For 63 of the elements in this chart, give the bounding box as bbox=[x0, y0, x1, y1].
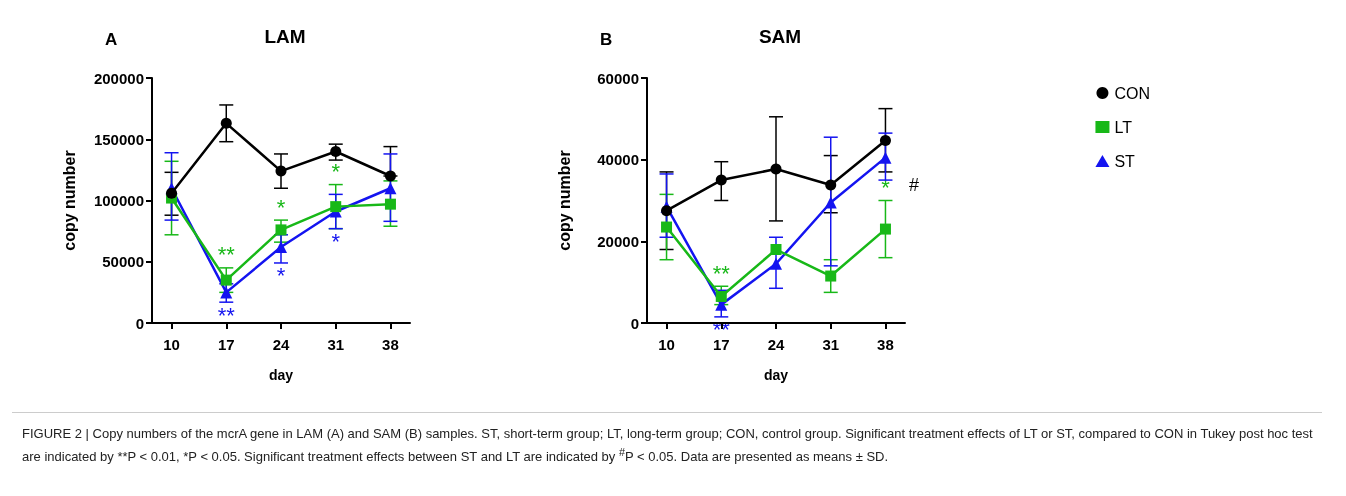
x-tick-label: 24 bbox=[767, 336, 785, 353]
y-tick-label: 200000 bbox=[93, 69, 144, 87]
point bbox=[275, 165, 287, 177]
point bbox=[825, 179, 837, 191]
x-tick-label: 10 bbox=[658, 336, 675, 353]
x-axis-title: day bbox=[268, 367, 294, 383]
caption: FIGURE 2 | Copy numbers of the mcrA gene in LAM (A) and SAM (B) samples. ST, short-term group; LT, long-term group; CON, control group. Significant treatment effects of LT or ST, compared to CON in Tukey post hoc test are indicated by **P < 0.01, *P < 0.05. Significant treatment effects between ST and LT are indicated by $^{#}$P < 0.05. Data are presented as means ± SD. bbox=[12, 412, 1322, 467]
point bbox=[166, 187, 178, 199]
x-tick-label: 31 bbox=[822, 336, 840, 353]
text: B bbox=[600, 30, 613, 50]
point bbox=[824, 196, 837, 209]
x-tick-label: 31 bbox=[327, 336, 345, 353]
x-axis-title: day bbox=[763, 367, 789, 383]
text: A bbox=[105, 30, 118, 50]
point bbox=[825, 270, 837, 282]
point bbox=[770, 244, 782, 255]
point bbox=[275, 241, 287, 254]
point bbox=[715, 174, 727, 186]
legend-label: LT bbox=[1114, 118, 1133, 136]
annotation: ** bbox=[712, 260, 731, 286]
annotation: ** bbox=[217, 302, 236, 328]
legend-label: ST bbox=[1114, 152, 1136, 170]
point bbox=[220, 117, 232, 129]
y-tick-label: 40000 bbox=[597, 151, 639, 169]
point bbox=[879, 223, 891, 235]
x-tick-label: 24 bbox=[272, 336, 290, 353]
annotation: * bbox=[331, 159, 341, 185]
x-tick-label: 38 bbox=[877, 336, 894, 353]
y-axis-title: copy number bbox=[60, 150, 78, 251]
point bbox=[220, 286, 233, 299]
point bbox=[384, 198, 396, 210]
y-tick-label: 60000 bbox=[597, 69, 639, 87]
y-tick-label: 20000 bbox=[597, 232, 639, 250]
point bbox=[770, 257, 782, 270]
annotation: * bbox=[331, 229, 341, 255]
text: # bbox=[909, 175, 920, 195]
chart-title: LAM bbox=[264, 26, 306, 47]
point bbox=[384, 182, 397, 195]
y-tick-label: 100000 bbox=[93, 192, 144, 209]
point bbox=[879, 134, 891, 146]
chart-title: SAM bbox=[758, 26, 802, 47]
y-tick-label: 150000 bbox=[93, 130, 144, 148]
point bbox=[770, 163, 782, 175]
point bbox=[384, 170, 396, 182]
y-axis-title: copy number bbox=[555, 150, 573, 251]
annotation: * bbox=[881, 175, 891, 200]
point bbox=[275, 224, 287, 236]
point bbox=[330, 146, 342, 157]
x-tick-label: 17 bbox=[217, 336, 235, 353]
x-tick-label: 38 bbox=[382, 336, 399, 353]
point bbox=[220, 274, 232, 286]
y-tick-label: 0 bbox=[135, 314, 144, 332]
x-tick-label: 10 bbox=[163, 336, 180, 353]
point bbox=[661, 221, 673, 233]
point bbox=[715, 290, 727, 302]
point bbox=[330, 201, 342, 213]
y-tick-label: 50000 bbox=[102, 253, 144, 271]
y-tick-label: 0 bbox=[630, 314, 639, 332]
annotation: * bbox=[276, 194, 286, 220]
annotation: * bbox=[276, 263, 286, 289]
annotation: ** bbox=[217, 242, 236, 268]
legend-label: CON bbox=[1114, 84, 1151, 102]
point bbox=[661, 205, 673, 217]
